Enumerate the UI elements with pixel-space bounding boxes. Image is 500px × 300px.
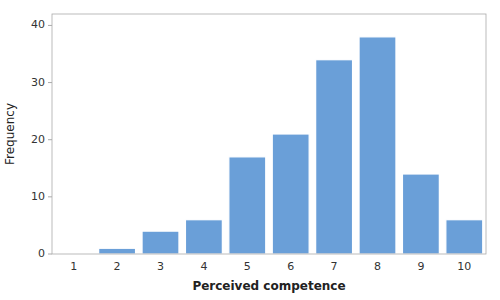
x-tick-label: 6 <box>287 260 294 273</box>
bar <box>402 174 439 254</box>
x-axis-label: Perceived competence <box>192 279 345 293</box>
bar <box>142 231 179 254</box>
chart-svg: 0 10 20 30 40 1 2 3 4 5 6 7 8 9 10 Perceived competence… <box>0 0 500 300</box>
x-tick-label: 3 <box>157 260 164 273</box>
y-tick <box>48 139 52 140</box>
x-tick-label: 5 <box>244 260 251 273</box>
bars <box>99 37 483 254</box>
bar <box>272 134 309 254</box>
x-tick-label: 7 <box>331 260 338 273</box>
y-tick-label: 10 <box>31 190 45 203</box>
y-tick <box>48 196 52 197</box>
bar <box>185 220 222 254</box>
bar <box>446 220 483 254</box>
x-tick-label: 2 <box>114 260 121 273</box>
y-tick-label: 0 <box>38 247 45 260</box>
y-tick <box>48 254 52 255</box>
bar <box>359 37 396 254</box>
x-tick-label: 8 <box>374 260 381 273</box>
y-tick <box>48 82 52 83</box>
bar <box>99 248 136 254</box>
chart-container: 0 10 20 30 40 1 2 3 4 5 6 7 8 9 10 Perceived competence… <box>0 0 500 300</box>
plot-frame <box>52 14 486 254</box>
x-tick-label: 10 <box>457 260 471 273</box>
y-tick <box>48 25 52 26</box>
y-tick-label: 40 <box>31 18 45 31</box>
x-tick-label: 9 <box>417 260 424 273</box>
y-tick-label: 20 <box>31 133 45 146</box>
bar <box>316 60 353 254</box>
x-tick-label: 1 <box>70 260 77 273</box>
bar <box>229 157 266 254</box>
y-tick-label: 30 <box>31 76 45 89</box>
x-tick-label: 4 <box>200 260 207 273</box>
y-axis-label: Frequency <box>3 103 17 165</box>
